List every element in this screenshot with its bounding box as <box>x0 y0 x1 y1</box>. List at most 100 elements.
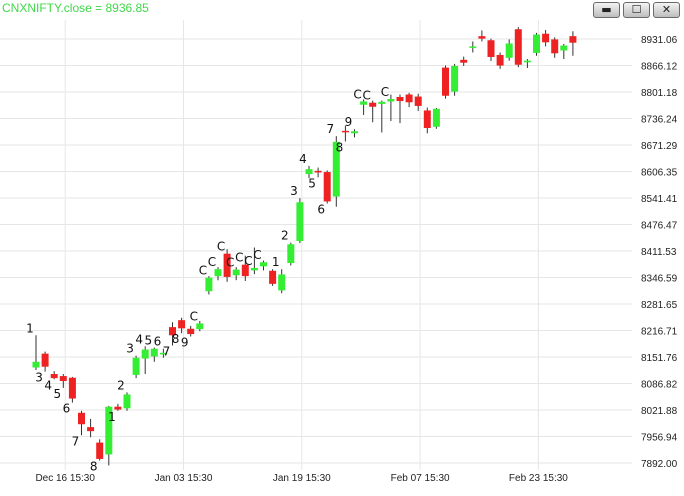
sequence-label: 5 <box>308 176 316 190</box>
maximize-icon: ☐ <box>631 3 642 16</box>
x-tick-label: Dec 16 15:30 <box>35 473 95 484</box>
candle-down <box>241 264 249 277</box>
y-tick-label: 8541.41 <box>641 194 678 205</box>
x-tick-label: Jan 19 15:30 <box>273 473 331 484</box>
candle-down <box>369 102 377 107</box>
candle-down <box>314 170 322 173</box>
sequence-label: 5 <box>53 387 61 401</box>
sequence-label: 8 <box>90 460 98 474</box>
sequence-label: C <box>244 254 252 268</box>
candle-down <box>423 110 431 128</box>
candle-down <box>487 40 495 57</box>
minimize-icon: ▬ <box>601 3 612 16</box>
close-button[interactable]: ✕ <box>653 2 680 18</box>
candle-down <box>323 172 331 202</box>
sequence-label: 2 <box>117 378 125 392</box>
chart-title: CNXNIFTY.close = 8936.85 <box>2 1 149 15</box>
sequence-label: 4 <box>44 378 52 392</box>
sequence-label: 3 <box>126 342 134 356</box>
candle-up <box>360 101 368 105</box>
candle-up <box>214 269 222 277</box>
x-tick-label: Feb 23 15:30 <box>509 473 568 484</box>
sequence-label: C <box>208 255 216 269</box>
y-tick-label: 8151.76 <box>641 353 678 364</box>
x-tick-label: Feb 07 15:30 <box>391 473 450 484</box>
candle-down <box>50 374 58 379</box>
candle-up <box>332 141 340 197</box>
minimize-button[interactable]: ▬ <box>593 2 620 18</box>
candle-down <box>405 94 413 103</box>
sequence-label: 9 <box>345 115 353 129</box>
sequence-label: 1 <box>26 321 34 335</box>
sequence-label: C <box>190 309 198 323</box>
sequence-label: C <box>226 256 234 270</box>
candle-up <box>232 269 240 276</box>
y-tick-label: 7892.00 <box>641 459 678 470</box>
y-tick-label: 7956.94 <box>641 433 678 444</box>
y-tick-label: 8086.82 <box>641 380 678 391</box>
candle-up <box>260 262 267 267</box>
candle-up <box>205 277 213 292</box>
candle-up <box>141 349 149 359</box>
candle-up <box>132 357 140 375</box>
close-icon: ✕ <box>661 3 672 16</box>
sequence-label: C <box>381 85 389 99</box>
y-tick-label: 8671.29 <box>641 141 678 152</box>
y-tick-label: 8021.88 <box>641 406 678 417</box>
candle-up <box>32 361 40 368</box>
candle-down <box>87 427 95 432</box>
candle-up <box>469 46 477 48</box>
x-tick-label: Jan 03 15:30 <box>155 473 213 484</box>
y-tick-label: 8411.53 <box>641 247 677 258</box>
candle-up <box>150 348 158 357</box>
candle-up <box>451 65 459 92</box>
candle-up <box>523 60 531 63</box>
candle-down <box>59 376 67 381</box>
candle-down <box>269 270 277 284</box>
candle-down <box>496 54 504 66</box>
candle-up <box>123 394 131 409</box>
candle-up <box>296 202 304 242</box>
candle-up <box>305 169 313 175</box>
candle-down <box>223 253 231 277</box>
sequence-label: C <box>353 87 361 101</box>
y-tick-label: 8866.12 <box>641 61 678 72</box>
sequence-label: 3 <box>290 184 298 198</box>
candle-down <box>68 377 76 399</box>
sequence-label: 5 <box>144 334 152 348</box>
sequence-label: 2 <box>281 229 289 243</box>
sequence-label: 8 <box>336 140 344 154</box>
candle-down <box>542 33 550 43</box>
candle-up <box>159 352 167 355</box>
candle-up <box>351 131 358 134</box>
candle-up <box>105 406 113 455</box>
y-tick-label: 8346.59 <box>641 273 678 284</box>
maximize-button[interactable]: ☐ <box>623 2 650 18</box>
y-tick-label: 8736.24 <box>641 114 678 125</box>
y-tick-label: 8606.35 <box>641 168 678 179</box>
sequence-label: 9 <box>181 336 189 350</box>
sequence-label: 1 <box>272 255 280 269</box>
sequence-label: 7 <box>163 344 171 358</box>
candle-down <box>414 96 422 106</box>
sequence-label: 6 <box>154 335 162 349</box>
candle-down <box>460 59 468 63</box>
y-tick-label: 8801.18 <box>641 88 678 99</box>
candle-down <box>569 36 577 43</box>
sequence-label: 3 <box>35 371 43 385</box>
y-tick-label: 8281.65 <box>641 300 678 311</box>
candle-down <box>169 327 176 336</box>
sequence-label: C <box>363 89 371 103</box>
sequence-label: 4 <box>299 152 307 166</box>
candle-down <box>114 406 122 410</box>
candle-down <box>551 39 559 54</box>
sequence-label: 1 <box>108 410 116 424</box>
candle-up <box>196 323 204 330</box>
candle-down <box>478 36 486 39</box>
sequence-label: C <box>217 240 225 254</box>
candle-down <box>341 130 349 133</box>
candle-down <box>187 328 195 335</box>
y-tick-label: 8476.47 <box>641 221 678 232</box>
